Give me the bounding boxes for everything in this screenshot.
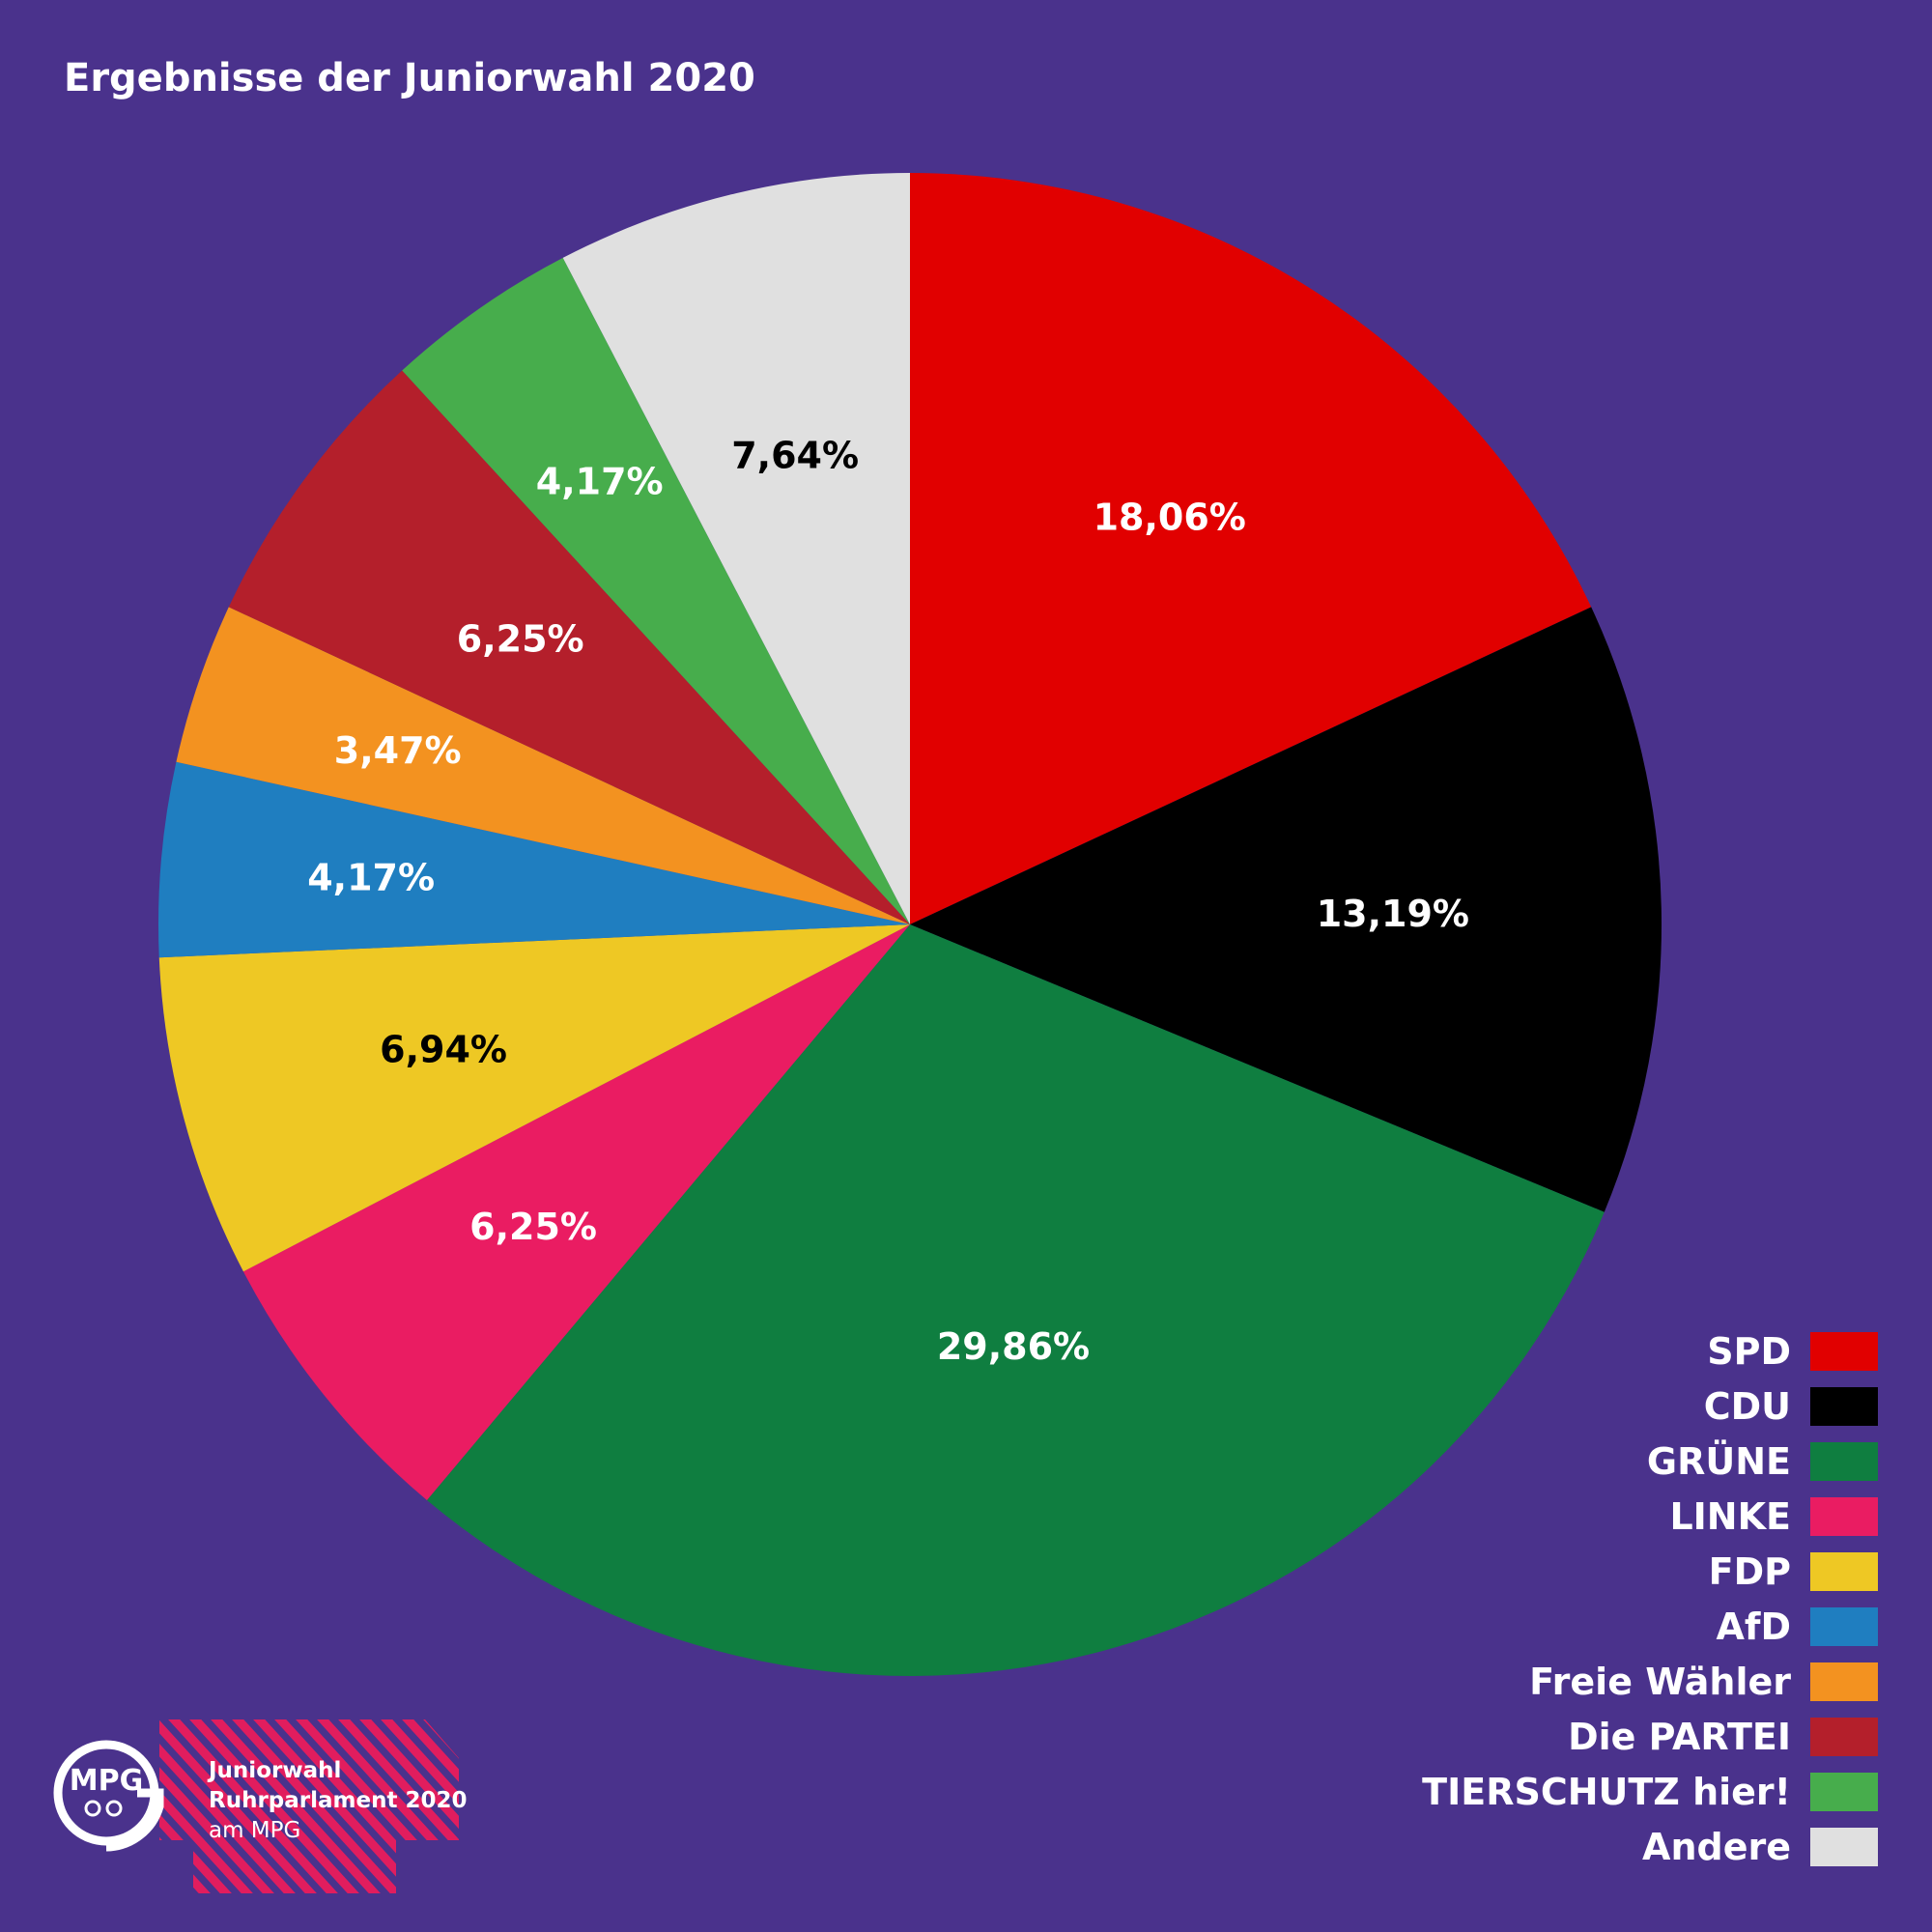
logo-stripe	[386, 1719, 459, 1893]
pie-slice-gr-ne	[426, 924, 1605, 1676]
legend-swatch	[1810, 1606, 1878, 1646]
slice-label: 3,47%	[334, 729, 462, 772]
pie-slices	[157, 173, 1662, 1676]
logo-stripe	[159, 1719, 311, 1893]
pie-labels: 18,06% 13,19% 29,86% 6,25% 6,94% 4,17% 3,47% 6,…	[307, 434, 1469, 1368]
legend-swatch	[1810, 1717, 1878, 1756]
legend-label: SPD	[1707, 1329, 1791, 1373]
legend-swatch	[1810, 1662, 1878, 1701]
pie-slice-linke	[242, 924, 910, 1501]
logo-stripe	[730, 1700, 923, 1913]
logo-stripe	[450, 1719, 459, 1893]
legend-label: CDU	[1703, 1384, 1791, 1428]
logo-stripe	[365, 1719, 459, 1893]
logo-stripe	[645, 1700, 838, 1913]
logo-stripe	[195, 1719, 396, 1893]
legend-swatch	[1810, 1772, 1878, 1811]
pie-slice-fdp	[158, 924, 910, 1272]
legend-swatch	[1810, 1331, 1878, 1371]
slice-label: 13,19%	[1317, 893, 1469, 935]
logo-line-3: am MPG	[209, 1818, 301, 1843]
legend-item: LINKE	[1669, 1489, 1878, 1544]
pie-slice-spd	[910, 173, 1592, 924]
logo-line-1: Juniorwahl	[209, 1758, 342, 1783]
slice-label: 18,06%	[1094, 496, 1246, 538]
logo-stripe	[159, 1719, 247, 1893]
mpg-logo-icon: MPG	[53, 1740, 164, 1852]
legend-item: GRÜNE	[1647, 1434, 1878, 1489]
logo-stripe	[518, 1700, 711, 1913]
logo-stripe	[624, 1700, 817, 1913]
pie-slice-freie-w-hler	[176, 607, 910, 924]
logo-stripe	[159, 1719, 290, 1893]
pie-slice-die-partei	[228, 370, 910, 924]
legend-item: FDP	[1709, 1544, 1878, 1599]
legend-label: Freie Wähler	[1529, 1660, 1791, 1703]
logo-line-2: Ruhrparlament 2020	[209, 1788, 468, 1813]
slice-label: 29,86%	[937, 1325, 1090, 1368]
logo-stripe	[159, 1719, 269, 1893]
logo-stripe	[560, 1700, 753, 1913]
legend-swatch	[1810, 1496, 1878, 1536]
legend-label: TIERSCHUTZ hier!	[1422, 1770, 1791, 1813]
legend-label: Andere	[1642, 1825, 1791, 1868]
legend-item: Andere	[1642, 1819, 1878, 1874]
logo-stripe	[159, 1719, 332, 1893]
logo-stripe	[216, 1719, 417, 1893]
logo-stripe	[603, 1700, 796, 1913]
legend-label: Die PARTEI	[1568, 1715, 1791, 1758]
legend-item: CDU	[1704, 1378, 1878, 1434]
logo-stripe	[582, 1700, 775, 1913]
chart-title: Ergebnisse der Juniorwahl 2020	[64, 56, 755, 100]
pie-slice-andere	[562, 173, 910, 924]
logo-stripes	[0, 1700, 945, 1913]
legend-label: FDP	[1708, 1549, 1791, 1593]
logo-stripe	[301, 1719, 459, 1893]
legend-label: LINKE	[1669, 1494, 1791, 1538]
legend-label: AfD	[1716, 1605, 1791, 1648]
logo-stripe	[159, 1719, 354, 1893]
pie-slice-afd	[157, 761, 910, 958]
pie-slice-tierschutz-hier-	[402, 257, 910, 924]
legend-label: GRÜNE	[1646, 1439, 1791, 1483]
logo-stripe	[323, 1719, 459, 1893]
logo-stripe	[475, 1700, 668, 1913]
legend-item: SPD	[1707, 1323, 1878, 1378]
legend-swatch	[1810, 1551, 1878, 1591]
logo-stripe	[667, 1700, 860, 1913]
slice-label: 4,17%	[307, 856, 435, 898]
logo-stripe	[497, 1700, 690, 1913]
legend-swatch	[1810, 1386, 1878, 1426]
logo-stripe	[0, 1700, 137, 1913]
slice-label: 7,64%	[731, 434, 859, 476]
legend-item: TIERSCHUTZ hier!	[1422, 1764, 1878, 1819]
legend-item: Die PARTEI	[1568, 1709, 1878, 1764]
logo-stripe	[752, 1700, 945, 1913]
slice-label: 6,25%	[469, 1206, 597, 1248]
logo-stripe	[174, 1719, 375, 1893]
chart-legend: SPD CDU GRÜNE LINKE FDP AfD Freie Wähler Die PA…	[1422, 1323, 1878, 1874]
logo-stripe	[344, 1719, 459, 1893]
slice-label: 6,94%	[380, 1029, 507, 1071]
logo-mark-text: MPG	[70, 1764, 143, 1798]
logo-caption: Juniorwahl Ruhrparlament 2020 am MPG	[209, 1756, 468, 1846]
slice-label: 4,17%	[536, 460, 664, 502]
legend-item: Freie Wähler	[1529, 1654, 1878, 1709]
logo-stripe	[159, 1719, 162, 1893]
pie-slice-cdu	[910, 607, 1662, 1212]
slice-label: 6,25%	[457, 617, 584, 660]
logo-stripe	[688, 1700, 881, 1913]
legend-swatch	[1810, 1827, 1878, 1866]
legend-item: AfD	[1717, 1599, 1878, 1654]
legend-swatch	[1810, 1441, 1878, 1481]
logo-stripe	[539, 1700, 732, 1913]
logo-stripe	[709, 1700, 902, 1913]
